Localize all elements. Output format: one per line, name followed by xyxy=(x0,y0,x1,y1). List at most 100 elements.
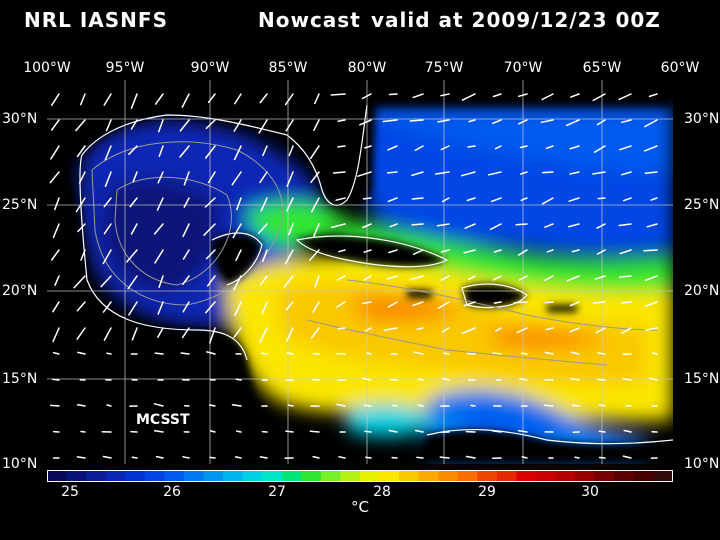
wind-arrow xyxy=(592,93,606,102)
colorbar-swatch xyxy=(223,470,244,482)
wind-arrow xyxy=(359,119,372,126)
colorbar-swatch xyxy=(633,470,654,482)
wind-arrow xyxy=(646,223,658,228)
wind-arrow xyxy=(128,145,138,156)
wind-arrow xyxy=(544,301,554,304)
wind-arrow xyxy=(205,119,216,130)
wind-arrow xyxy=(517,119,528,125)
wind-arrow xyxy=(284,249,294,265)
wind-arrow xyxy=(643,145,658,152)
wind-arrow xyxy=(492,119,502,125)
wind-arrow xyxy=(285,430,294,433)
wind-arrow xyxy=(234,301,242,316)
wind-arrow xyxy=(182,223,190,238)
wind-arrow xyxy=(209,430,216,433)
wind-arrow xyxy=(231,403,242,407)
wind-arrow xyxy=(131,327,138,341)
wind-arrow xyxy=(364,145,372,149)
wind-arrow xyxy=(338,456,346,459)
wind-arrow xyxy=(106,404,112,407)
wind-arrow xyxy=(130,119,138,130)
colorbar-swatch xyxy=(105,470,126,482)
wind-arrow xyxy=(181,327,190,339)
overlay-label-mcsst: MCSST xyxy=(136,412,190,428)
colorbar-swatch xyxy=(477,470,498,482)
lat-lon-grid xyxy=(47,80,673,464)
colorbar-swatch xyxy=(66,470,87,482)
wind-arrow xyxy=(106,352,112,355)
wind-arrow xyxy=(182,249,190,260)
wind-arrow xyxy=(314,93,320,105)
wind-arrow xyxy=(157,171,164,184)
wind-arrow xyxy=(236,197,242,211)
wind-arrow xyxy=(413,351,424,355)
wind-arrow xyxy=(412,249,424,255)
wind-arrow xyxy=(435,171,450,175)
wind-arrow xyxy=(568,197,580,202)
wind-arrow xyxy=(644,327,658,331)
wind-arrow xyxy=(414,145,424,152)
lon-label: 80°W xyxy=(347,60,387,76)
colorbar-tick-label: 25 xyxy=(61,484,79,500)
wind-arrow xyxy=(179,119,190,132)
wind-arrow xyxy=(207,171,216,184)
wind-arrow xyxy=(519,145,528,149)
wind-arrow xyxy=(156,197,164,211)
colorbar-swatch xyxy=(47,470,68,482)
lat-label: 20°N xyxy=(684,283,720,299)
wind-arrow xyxy=(439,456,450,459)
wind-arrow xyxy=(571,249,580,253)
wind-arrow xyxy=(644,119,658,128)
wind-arrow xyxy=(76,327,86,340)
wind-arrow xyxy=(209,456,216,459)
wind-arrow xyxy=(179,145,190,158)
wind-arrow xyxy=(545,145,554,150)
wind-arrow xyxy=(182,301,190,313)
wind-arrow xyxy=(153,223,164,235)
wind-arrow xyxy=(621,171,632,176)
lat-label: 25°N xyxy=(684,197,720,213)
wind-arrow xyxy=(158,275,164,288)
wind-arrow xyxy=(154,249,164,264)
wind-arrow xyxy=(409,119,424,122)
wind-arrow xyxy=(493,301,502,304)
wind-arrow xyxy=(312,223,320,238)
colorbar-tick-label: 26 xyxy=(163,484,181,500)
lon-label: 100°W xyxy=(23,60,71,76)
wind-arrow xyxy=(100,275,112,288)
wind-arrow xyxy=(80,430,86,433)
wind-arrow xyxy=(440,275,450,281)
colorbar-swatch xyxy=(379,470,400,482)
wind-arrow xyxy=(206,351,216,355)
colorbar-swatch xyxy=(575,470,596,482)
coastlines xyxy=(79,104,673,445)
colorbar-tick-label: 28 xyxy=(373,484,391,500)
wind-arrow xyxy=(235,249,242,262)
wind-arrow xyxy=(357,171,372,177)
wind-arrow xyxy=(158,145,164,158)
wind-arrow xyxy=(207,93,216,104)
wind-arrow xyxy=(79,93,86,106)
colorbar-swatch xyxy=(614,470,635,482)
wind-arrow xyxy=(541,197,554,205)
wind-arrow xyxy=(592,171,606,175)
wind-arrow xyxy=(494,145,502,150)
wind-arrow xyxy=(568,223,580,228)
wind-arrow xyxy=(593,145,606,153)
colorbar-border xyxy=(47,470,673,482)
sst-map xyxy=(47,80,673,464)
wind-arrow xyxy=(262,145,268,157)
wind-arrow xyxy=(389,378,398,381)
colorbar-swatch xyxy=(86,470,107,482)
wind-arrow xyxy=(436,223,450,227)
wind-arrow xyxy=(52,351,60,355)
colorbar-swatch xyxy=(203,470,224,482)
wind-arrow xyxy=(330,223,346,229)
wind-arrow xyxy=(470,404,476,407)
wind-arrow xyxy=(388,249,398,254)
wind-arrow xyxy=(50,93,60,106)
wind-arrow xyxy=(412,301,424,307)
colorbar-swatch xyxy=(183,470,204,482)
wind-arrow xyxy=(544,351,554,355)
wind-arrow xyxy=(365,456,372,459)
